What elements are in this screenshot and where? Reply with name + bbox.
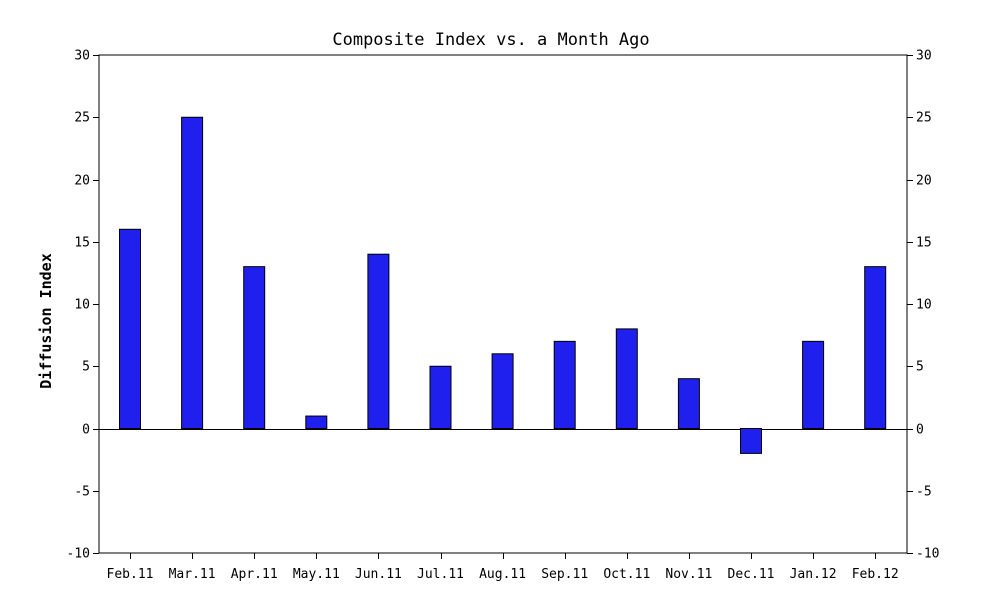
x-tick-label: Dec.11 [728, 567, 775, 582]
y-tick-label-left: 25 [74, 111, 90, 126]
x-tick-label: May.11 [293, 567, 340, 582]
bar [491, 353, 514, 429]
bar [553, 340, 576, 430]
x-tick-label: Feb.12 [852, 567, 899, 582]
y-tick-label-right: -5 [916, 485, 932, 500]
x-tick-label: Aug.11 [479, 567, 526, 582]
y-tick-label-left: 15 [74, 236, 90, 251]
x-tick-label: Sep.11 [541, 567, 588, 582]
y-tick-label-right: 0 [916, 423, 924, 438]
y-tick-label-left: 10 [74, 298, 90, 313]
bar [864, 266, 887, 429]
y-tick-label-right: 10 [916, 298, 932, 313]
y-tick-label-right: 5 [916, 360, 924, 375]
bar [615, 328, 638, 429]
x-tick-label: Nov.11 [665, 567, 712, 582]
y-tick-label-left: -10 [67, 547, 90, 562]
bar [802, 340, 825, 430]
plot-area: -10 -10 -5 -5 0 0 5 5 10 10 15 15 20 20 25 25 30 30 Feb.11… [67, 49, 940, 583]
bar [677, 378, 700, 430]
x-tick-label: Feb.11 [107, 567, 154, 582]
y-tick-label-left: 20 [74, 174, 90, 189]
x-tick-label: Jul.11 [417, 567, 464, 582]
y-axis-label: Diffusion Index [37, 253, 55, 388]
y-tick-label-left: 30 [74, 49, 90, 64]
bar [429, 365, 452, 429]
x-tick-label: Jan.12 [790, 567, 837, 582]
y-tick-label-right: 30 [916, 49, 932, 64]
chart-title: Composite Index vs. a Month Ago [332, 30, 649, 50]
x-tick-label: Jun.11 [355, 567, 402, 582]
bar [740, 428, 762, 454]
bar [181, 116, 204, 429]
y-tick-label-right: 20 [916, 174, 932, 189]
bar [367, 253, 390, 429]
x-tick-label: Oct.11 [603, 567, 650, 582]
bar [119, 228, 141, 429]
x-tick-label: Mar.11 [169, 567, 216, 582]
y-tick-label-right: 15 [916, 236, 932, 251]
bar [305, 415, 328, 429]
y-tick-label-right: 25 [916, 111, 932, 126]
y-tick-label-left: 5 [82, 360, 90, 375]
y-tick-label-left: 0 [82, 423, 90, 438]
bar [243, 266, 266, 429]
y-tick-label-left: -5 [74, 485, 90, 500]
x-tick-label: Apr.11 [231, 567, 278, 582]
y-tick-label-right: -10 [916, 547, 939, 562]
